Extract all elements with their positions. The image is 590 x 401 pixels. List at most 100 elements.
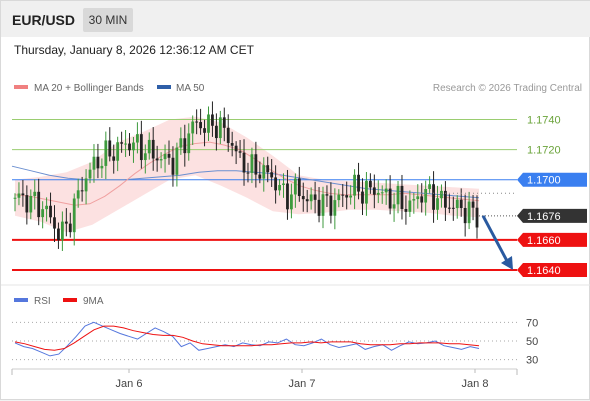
candle-body <box>214 125 218 139</box>
candle-body <box>467 201 471 224</box>
price-label-1.1700: 1.1700 <box>527 175 561 187</box>
candle-body <box>309 194 313 202</box>
candle-body <box>175 147 179 175</box>
x-axis: Jan 6 Jan 7 Jan 8 <box>11 369 518 390</box>
candle-body <box>222 117 226 128</box>
ma20-legend-swatch <box>14 85 28 89</box>
candle-body <box>432 184 435 210</box>
price-label-bg-1.1676 <box>517 208 587 223</box>
candle-body <box>53 217 56 229</box>
candle-body <box>428 184 432 189</box>
datetime-label: Thursday, January 8, 2026 12:36:12 AM CE… <box>14 43 254 57</box>
ma50-legend-label: MA 50 <box>176 83 205 94</box>
candle-body <box>88 169 92 179</box>
candle-body <box>41 209 45 218</box>
candle-body <box>412 199 416 201</box>
candle-body <box>337 194 341 201</box>
candle-body <box>203 128 206 133</box>
candle-body <box>151 139 155 159</box>
candle-body <box>266 165 270 173</box>
candle-body <box>100 165 104 169</box>
price-label-1.1640: 1.1640 <box>527 265 561 277</box>
candle-body <box>424 188 428 203</box>
candle-body <box>139 134 143 161</box>
candle-body <box>84 178 88 192</box>
candle-body <box>361 191 364 204</box>
rsi-tick-30: 30 <box>526 355 538 367</box>
x-label-Jan-6: Jan 6 <box>116 378 143 390</box>
candle-body <box>408 200 412 212</box>
candle-body <box>136 134 139 143</box>
candle-body <box>72 198 76 233</box>
candle-body <box>104 140 108 166</box>
candle-body <box>420 196 424 203</box>
candle-body <box>293 178 297 195</box>
candle-body <box>447 207 451 209</box>
candle-body <box>321 194 325 216</box>
price-labels: 1.1740 1.1720 1.1700 1.1660 1.1640 1.1676 <box>517 115 587 277</box>
candle-body <box>345 195 349 198</box>
candle-body <box>282 183 285 186</box>
candle-body <box>45 205 48 210</box>
forecast-arrow <box>481 215 513 270</box>
candle-body <box>246 172 250 174</box>
candle-body <box>234 145 238 152</box>
timeframe-button[interactable]: 30 MIN <box>83 8 133 32</box>
candle-body <box>290 194 293 210</box>
candle-body <box>37 191 41 218</box>
candle-body <box>349 195 353 198</box>
candle-body <box>278 185 281 191</box>
candle-body <box>49 205 52 218</box>
candle-body <box>242 152 246 173</box>
candle-body <box>112 156 116 161</box>
rsi-legend: RSI 9MA <box>14 296 104 307</box>
candle-body <box>76 190 80 199</box>
candle-body <box>211 114 214 126</box>
candle-body <box>21 193 25 196</box>
candle-body <box>451 207 455 209</box>
candle-body <box>159 159 163 161</box>
ma9-legend-swatch <box>63 298 77 302</box>
candle-body <box>368 180 372 188</box>
candle-body <box>68 223 72 233</box>
candle-body <box>143 153 147 161</box>
candle-body <box>325 194 329 196</box>
candle-body <box>33 191 37 196</box>
candle-body <box>392 204 396 209</box>
rsi-tick-50: 50 <box>526 336 538 348</box>
candle-body <box>329 195 333 216</box>
candle-body <box>163 153 167 160</box>
candle-body <box>64 221 68 224</box>
candle-body <box>313 194 317 200</box>
candle-body <box>128 143 131 151</box>
candle-body <box>372 187 376 195</box>
candle-body <box>80 190 84 192</box>
price-label-1.1720: 1.1720 <box>527 145 561 157</box>
candle-body <box>254 154 258 175</box>
symbol-label: EUR/USD <box>12 12 76 28</box>
ma20-legend-label: MA 20 + Bollinger Bands <box>34 83 144 94</box>
candle-body <box>17 193 21 198</box>
candle-body <box>60 221 64 241</box>
x-label-Jan-8: Jan 8 <box>462 378 489 390</box>
candle-body <box>341 194 345 196</box>
candle-body <box>191 121 195 134</box>
candle-body <box>96 156 100 169</box>
candle-body <box>179 138 183 148</box>
candle-body <box>404 208 408 212</box>
candle-body <box>444 190 447 208</box>
candle-body <box>258 174 262 179</box>
candle-body <box>380 192 384 194</box>
candle-body <box>171 157 175 175</box>
candle-body <box>262 165 266 179</box>
candle-body <box>147 139 151 154</box>
candle-body <box>475 207 479 228</box>
price-label-1.1676: 1.1676 <box>527 211 561 223</box>
candle-body <box>459 199 463 208</box>
rsi-line <box>14 321 480 357</box>
ma50-legend-swatch <box>157 85 171 89</box>
candle-body <box>167 153 171 158</box>
forecast-arrow-head <box>501 255 513 270</box>
